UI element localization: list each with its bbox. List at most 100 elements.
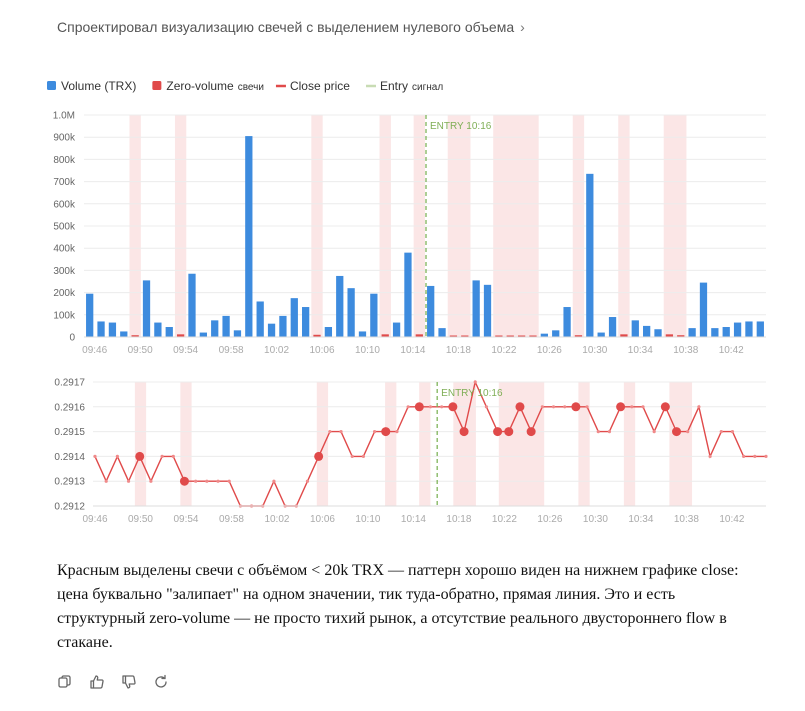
volume-x-tick: 09:50	[128, 345, 153, 356]
price-entry-label: ENTRY 10:16	[441, 388, 503, 399]
price-y-tick: 0.2914	[54, 452, 85, 463]
thumbs-down-icon	[122, 675, 136, 689]
price-point	[719, 430, 723, 434]
zero-volume-band	[578, 382, 590, 506]
volume-bar	[540, 333, 548, 337]
price-point	[697, 405, 701, 409]
volume-y-tick: 200k	[53, 288, 76, 299]
volume-bar	[267, 323, 276, 337]
price-y-tick: 0.2916	[54, 402, 85, 413]
zero-volume-point	[660, 402, 670, 412]
price-x-tick: 10:34	[628, 514, 653, 525]
zero-volume-point	[459, 427, 469, 437]
price-x-tick: 10:38	[674, 514, 699, 525]
price-point	[216, 479, 220, 483]
conversation-title-link[interactable]: Спроектировал визуализацию свечей с выде…	[57, 19, 525, 35]
volume-bar	[336, 275, 344, 337]
zero-volume-point	[504, 427, 514, 437]
zero-volume-band	[669, 382, 693, 506]
volume-bar	[654, 329, 662, 337]
legend-swatch-1	[152, 81, 162, 90]
volume-bar	[597, 332, 605, 337]
price-x-tick: 10:30	[583, 514, 608, 525]
legend-label-1: Zero-volume свечи	[166, 79, 264, 93]
price-point	[328, 430, 332, 434]
price-point	[551, 405, 556, 409]
volume-bar	[427, 285, 435, 337]
like-button[interactable]	[87, 672, 107, 692]
price-point	[227, 479, 231, 483]
volume-bar	[688, 328, 696, 337]
price-point	[104, 479, 108, 483]
zero-volume-band	[316, 382, 329, 506]
volume-x-tick: 10:38	[673, 345, 698, 356]
volume-bar	[483, 284, 492, 337]
price-point	[339, 430, 343, 434]
message-actions	[55, 672, 171, 692]
volume-bar	[711, 328, 719, 337]
volume-x-tick: 09:46	[82, 345, 107, 356]
zero-volume-bar	[665, 334, 674, 337]
zero-volume-bar	[574, 335, 583, 337]
price-point	[115, 454, 119, 458]
volume-bar	[699, 282, 708, 337]
zero-volume-point	[314, 451, 324, 461]
price-x-tick: 09:58	[219, 514, 244, 525]
price-x-tick: 10:10	[355, 514, 380, 525]
volume-bar	[108, 322, 117, 337]
copy-button[interactable]	[55, 672, 75, 692]
price-point	[742, 454, 746, 458]
legend-suffix: свечи	[238, 82, 264, 93]
price-x-tick: 10:18	[446, 514, 471, 525]
price-point	[171, 454, 175, 458]
price-point	[440, 405, 444, 409]
volume-bar	[756, 321, 764, 337]
legend-swatch-0	[47, 81, 56, 90]
zero-volume-point	[448, 402, 458, 412]
price-y-tick: 0.2912	[54, 502, 85, 513]
volume-entry-label: ENTRY 10:16	[430, 121, 492, 132]
price-point	[406, 405, 410, 409]
price-point	[563, 405, 567, 409]
candle-visualization-chart: Volume (TRX) Zero-volume свечи Close price E…	[47, 79, 768, 525]
price-point	[641, 405, 645, 409]
volume-x-tick: 10:02	[264, 345, 289, 356]
volume-x-tick: 10:34	[628, 345, 653, 356]
volume-bar	[233, 330, 242, 337]
volume-bar	[552, 330, 560, 337]
price-point	[160, 454, 164, 458]
zero-volume-point	[179, 476, 189, 486]
volume-bar	[370, 293, 378, 337]
legend-suffix: сигнал	[412, 82, 443, 93]
volume-bar	[97, 321, 105, 337]
thumbs-up-icon	[90, 675, 104, 689]
zero-volume-bar	[506, 335, 514, 337]
zero-volume-point	[571, 402, 581, 412]
zero-volume-band	[498, 382, 545, 506]
zero-volume-point	[381, 427, 391, 437]
volume-bar	[256, 301, 264, 337]
zero-volume-bar	[313, 334, 321, 337]
price-point	[585, 405, 589, 409]
price-point	[305, 479, 310, 483]
price-point	[607, 430, 612, 434]
legend-label-0: Volume (TRX)	[61, 79, 136, 93]
zero-volume-point	[135, 451, 145, 461]
price-x-tick: 10:06	[310, 514, 335, 525]
zero-volume-band	[134, 382, 147, 506]
volume-y-tick: 800k	[53, 155, 76, 166]
price-x-tick: 09:50	[128, 514, 153, 525]
volume-bar	[290, 298, 298, 337]
volume-bar	[120, 331, 128, 337]
zero-volume-point	[493, 427, 503, 437]
volume-bar	[302, 307, 310, 337]
regenerate-button[interactable]	[151, 672, 171, 692]
price-x-tick: 09:54	[173, 514, 198, 525]
volume-bar	[392, 322, 401, 337]
dislike-button[interactable]	[119, 672, 139, 692]
conversation-title: Спроектировал визуализацию свечей с выде…	[57, 19, 515, 35]
volume-y-tick: 900k	[53, 133, 76, 144]
zero-volume-bar	[176, 334, 185, 337]
volume-bar	[404, 252, 412, 337]
price-point	[93, 454, 97, 458]
